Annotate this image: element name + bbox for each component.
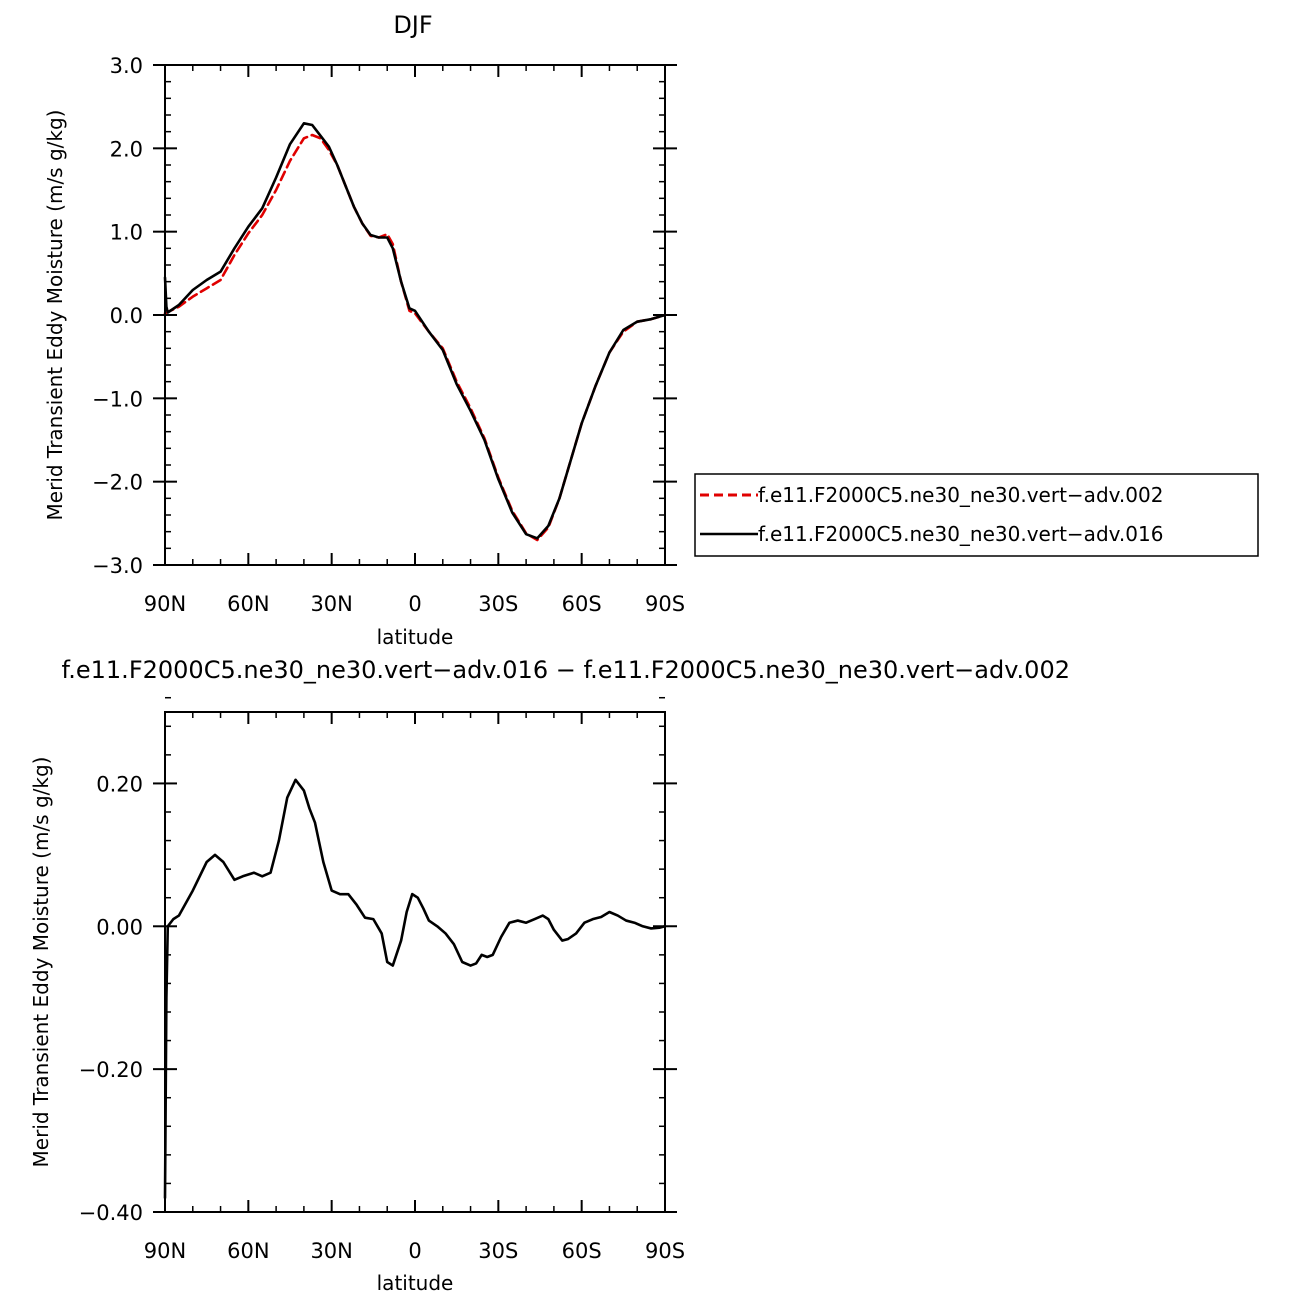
top-panel-ticks: 90N 60N 30N 0 30S 60S 90S 3.0 2.0 1.0 0.0 −1.0 −2.0 −… [92,54,685,616]
y-tick-label: 3.0 [110,54,143,78]
top-panel-y-axis-label: Merid Transient Eddy Moisture (m/s g/kg) [43,110,67,521]
series-line-0 [163,778,667,1200]
x-tick-label: 60N [227,1239,269,1263]
y-tick-label: −0.40 [79,1201,143,1225]
y-tick-label: −1.0 [92,387,143,411]
top-panel-series [163,122,667,542]
legend: f.e11.F2000C5.ne30_ne30.vert−adv.002 f.e… [694,473,1259,557]
x-tick-label: 30N [310,592,352,616]
legend-box [694,473,1259,557]
bottom-panel-y-axis-label: Merid Transient Eddy Moisture (m/s g/kg) [29,757,53,1168]
y-tick-label: 0.00 [96,915,143,939]
top-panel-title: DJF [393,11,432,39]
bottom-panel: f.e11.F2000C5.ne30_ne30.vert−adv.016 − f… [29,656,1070,1295]
x-tick-label: 0 [408,592,421,616]
x-tick-label: 0 [408,1239,421,1263]
series-line-0 [163,133,667,542]
x-tick-label: 30S [478,592,518,616]
x-tick-label: 90S [645,1239,685,1263]
top-panel: DJF Merid Transient Eddy Moisture (m/s g… [43,11,685,649]
y-tick-label: −3.0 [92,554,143,578]
x-tick-label: 90S [645,592,685,616]
series-line-1 [163,122,667,540]
y-tick-label: 0.0 [110,304,143,328]
y-tick-label: 1.0 [110,221,143,245]
x-tick-label: 30N [310,1239,352,1263]
bottom-panel-title: f.e11.F2000C5.ne30_ne30.vert−adv.016 − f… [62,656,1070,684]
bottom-panel-frame [164,711,666,1213]
y-tick-label: 0.20 [96,772,143,796]
legend-label-series-016: f.e11.F2000C5.ne30_ne30.vert−adv.016 [758,522,1163,546]
x-tick-label: 60S [562,592,602,616]
top-panel-frame [164,64,666,566]
y-tick-label: −0.20 [79,1058,143,1082]
top-panel-x-axis-label: latitude [377,625,454,649]
y-tick-label: 2.0 [110,137,143,161]
bottom-panel-series [163,778,667,1200]
x-tick-label: 90N [144,592,186,616]
bottom-panel-x-axis-label: latitude [377,1271,454,1295]
x-tick-label: 60S [562,1239,602,1263]
x-tick-label: 30S [478,1239,518,1263]
bottom-panel-ticks: 90N 60N 30N 0 30S 60S 90S 0.20 0.00 −0.20 −0.40 [79,696,685,1263]
x-tick-label: 90N [144,1239,186,1263]
legend-label-series-002: f.e11.F2000C5.ne30_ne30.vert−adv.002 [758,483,1163,507]
x-tick-label: 60N [227,592,269,616]
y-tick-label: −2.0 [92,471,143,495]
